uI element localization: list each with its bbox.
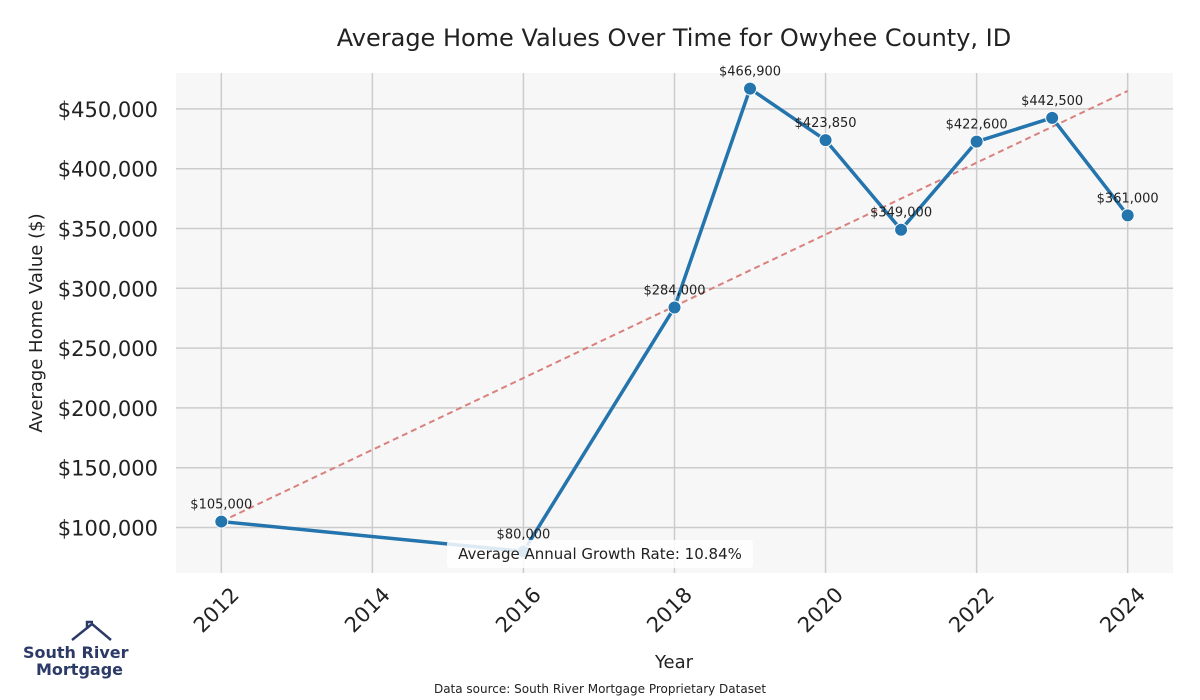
data-label: $361,000 [1097, 191, 1159, 206]
y-tick-label: $400,000 [58, 158, 158, 182]
data-point [667, 300, 682, 315]
y-axis-label: Average Home Value ($) [26, 213, 47, 432]
x-tick-label: 2022 [944, 583, 999, 638]
x-tick-label: 2020 [793, 583, 848, 638]
data-point [969, 134, 984, 149]
logo-line-2: Mortgage [36, 660, 123, 679]
y-tick-label: $350,000 [58, 218, 158, 242]
logo-line-1: South River [23, 643, 129, 662]
x-tick-label: 2024 [1095, 583, 1150, 638]
y-tick-labels: $100,000 $150,000 $200,000 $250,000 $300,000… [58, 98, 158, 541]
x-axis-label: Year [654, 652, 694, 673]
x-tick-labels: 2012 2014 2016 2018 2020 2022 2024 [189, 583, 1150, 638]
y-tick-label: $200,000 [58, 397, 158, 421]
chart-title: Average Home Values Over Time for Owyhee… [337, 24, 1011, 52]
annotation-text: Average Annual Growth Rate: 10.84% [458, 545, 742, 563]
data-point [894, 222, 909, 237]
point-labels: $105,000 $80,000 $284,000 $466,900 $423,850 $… [190, 65, 1158, 543]
x-tick-label: 2016 [491, 583, 546, 638]
data-point [1045, 110, 1060, 125]
data-source: Data source: South River Mortgage Propri… [434, 682, 766, 696]
data-label: $422,600 [946, 118, 1008, 133]
data-label: $284,000 [643, 283, 705, 298]
y-tick-label: $300,000 [58, 277, 158, 301]
y-tick-label: $100,000 [58, 517, 158, 541]
data-label: $423,850 [795, 116, 857, 131]
growth-rate-annotation: Average Annual Growth Rate: 10.84% [447, 540, 753, 568]
data-point [214, 514, 229, 529]
data-point [743, 81, 758, 96]
x-tick-label: 2014 [340, 583, 395, 638]
y-tick-label: $250,000 [58, 337, 158, 361]
data-point [1120, 208, 1135, 223]
logo: South River Mortgage [23, 620, 129, 679]
grid [176, 73, 1173, 573]
data-point [818, 133, 833, 148]
house-roof-icon [71, 620, 112, 641]
y-tick-label: $150,000 [58, 457, 158, 481]
x-tick-label: 2018 [642, 583, 697, 638]
y-tick-label: $450,000 [58, 98, 158, 122]
data-label: $80,000 [497, 527, 551, 542]
x-tick-label: 2012 [189, 583, 244, 638]
data-label: $466,900 [719, 65, 781, 80]
data-label: $442,500 [1021, 94, 1083, 109]
data-label: $105,000 [190, 498, 252, 513]
data-label: $349,000 [870, 206, 932, 221]
annotation-box [447, 540, 753, 568]
